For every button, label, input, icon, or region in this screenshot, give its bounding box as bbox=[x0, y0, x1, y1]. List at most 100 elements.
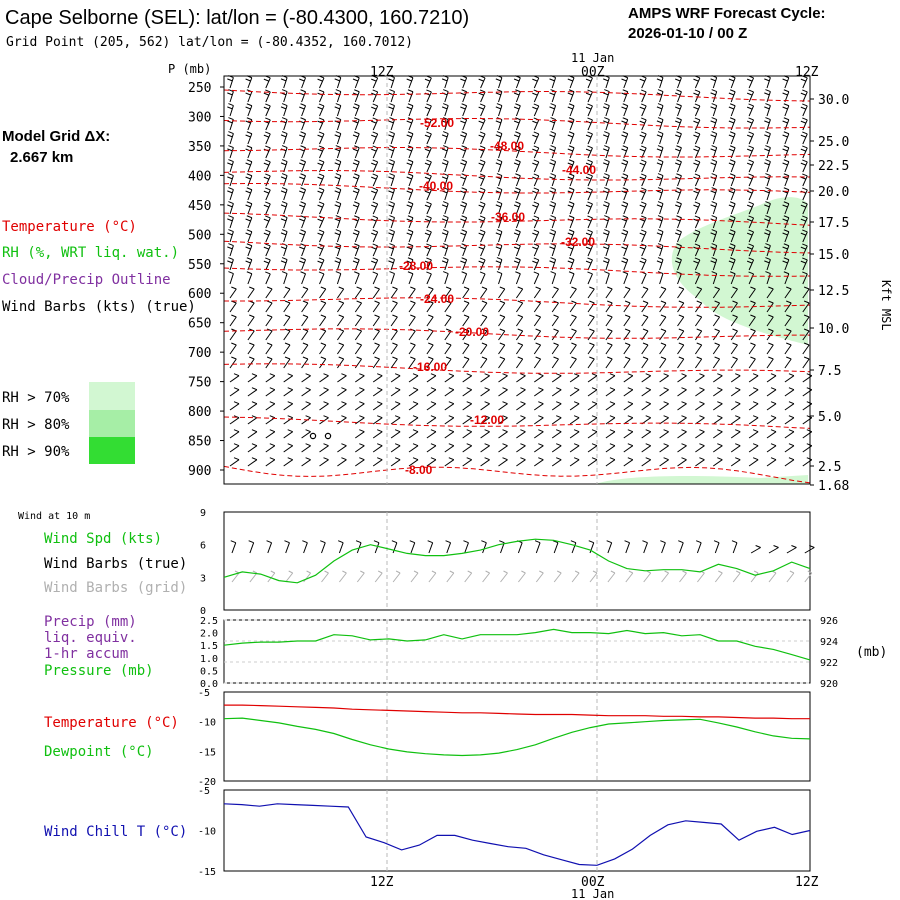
wind-barb bbox=[569, 429, 580, 439]
wind-barb bbox=[549, 173, 557, 187]
wind-barb bbox=[371, 89, 379, 103]
wind-barb bbox=[352, 187, 360, 201]
wind-barb bbox=[300, 271, 307, 285]
wind-barb bbox=[675, 117, 682, 131]
wind-barb bbox=[641, 443, 651, 453]
wind-barb bbox=[603, 215, 610, 229]
wind-barb bbox=[263, 117, 271, 131]
wind-barb bbox=[766, 356, 774, 369]
wind-barb bbox=[265, 443, 276, 453]
wind-barb bbox=[782, 229, 790, 243]
wind-barb bbox=[746, 131, 755, 145]
wind-barb bbox=[710, 103, 718, 117]
surface-wind-barb-grid bbox=[249, 570, 258, 583]
height-tick-label: 2.5 bbox=[818, 460, 841, 475]
wind-barb bbox=[677, 286, 685, 299]
wind-barb bbox=[498, 328, 506, 341]
temperature-contour bbox=[223, 328, 810, 339]
wind-barb bbox=[551, 328, 559, 341]
wind-barb bbox=[605, 429, 616, 439]
wind-barb bbox=[444, 429, 455, 439]
wind-barb bbox=[800, 103, 808, 117]
y-tick-label: 2.0 bbox=[200, 629, 218, 640]
pressure-axis-label: P (mb) bbox=[168, 62, 211, 76]
wind-barb bbox=[784, 356, 792, 369]
wind-barb bbox=[675, 75, 682, 89]
wind-barb bbox=[639, 187, 647, 201]
wind-barb bbox=[495, 89, 503, 103]
wind-barb bbox=[782, 201, 790, 215]
wind-barb bbox=[319, 356, 327, 369]
surface-wind-barb bbox=[409, 540, 416, 554]
wind-barb bbox=[444, 328, 452, 341]
wind-barb bbox=[659, 429, 669, 439]
wind-barb bbox=[748, 443, 759, 453]
height-tick-label: 30.0 bbox=[818, 93, 849, 108]
wind-barb bbox=[424, 187, 432, 201]
wind-barb bbox=[265, 271, 271, 285]
surface-wind-barb-grid bbox=[482, 570, 490, 583]
wind-barb bbox=[713, 401, 723, 411]
wind-barb bbox=[802, 271, 808, 285]
wind-barb bbox=[462, 314, 470, 327]
pressure-y-ticks: 926 924 922 920 bbox=[820, 616, 838, 690]
wind-barb bbox=[800, 215, 808, 229]
wind-barb bbox=[659, 286, 667, 299]
temperature-y-ticks: -5 -10 -15 -20 bbox=[198, 688, 216, 788]
wind-barb bbox=[460, 131, 468, 145]
wind-barb bbox=[283, 328, 291, 341]
wind-barb bbox=[765, 271, 771, 285]
wind-barb bbox=[639, 257, 647, 271]
legend-accum: 1-hr accum bbox=[44, 646, 128, 662]
wind-barb bbox=[496, 271, 503, 285]
wind-barb bbox=[551, 373, 562, 383]
wind-barb bbox=[265, 342, 273, 355]
wind-barb bbox=[229, 429, 240, 439]
wind-barb bbox=[441, 131, 449, 145]
wind-barb bbox=[317, 117, 325, 131]
wind-barb bbox=[710, 257, 718, 271]
wind-barb bbox=[280, 215, 288, 229]
wind-barb bbox=[426, 356, 434, 369]
legend-wind-barbs-true: Wind Barbs (true) bbox=[44, 556, 187, 572]
wind-panel-frame bbox=[223, 511, 811, 611]
wind-barb bbox=[713, 387, 723, 397]
wind-barb bbox=[532, 187, 540, 201]
surface-wind-barb-grid bbox=[428, 570, 437, 583]
wind-barb bbox=[746, 201, 755, 215]
wind-barb bbox=[462, 387, 472, 397]
wind-barb bbox=[283, 457, 293, 467]
y-tick-label: -5 bbox=[198, 786, 210, 797]
wind-barb bbox=[462, 457, 472, 467]
wind-barb bbox=[516, 443, 526, 453]
wind-barb bbox=[227, 131, 234, 145]
wind-barb bbox=[623, 373, 634, 383]
wind-barb bbox=[730, 457, 741, 467]
wind-barb bbox=[515, 271, 521, 285]
wind-barb bbox=[265, 300, 273, 313]
wind-barb bbox=[585, 173, 593, 187]
wind-barb bbox=[746, 229, 755, 243]
surface-wind-barb-grid bbox=[285, 570, 294, 583]
wind-barb bbox=[748, 387, 759, 397]
wind-barb bbox=[372, 356, 380, 369]
wind-barb bbox=[693, 257, 701, 271]
wind-barb bbox=[283, 356, 291, 369]
wind-barb bbox=[426, 387, 437, 397]
wind-barb bbox=[659, 387, 669, 397]
wind-barb bbox=[549, 117, 557, 131]
wind-barb bbox=[354, 300, 363, 313]
wind-barb bbox=[390, 415, 401, 425]
wind-barb bbox=[229, 356, 237, 369]
wind-barb bbox=[283, 415, 293, 425]
wind-barb bbox=[656, 229, 664, 243]
wind-barb bbox=[766, 457, 777, 467]
wind-barb bbox=[426, 373, 437, 383]
wind-barb bbox=[352, 89, 360, 103]
wind-barb bbox=[355, 443, 365, 453]
wind-barb bbox=[229, 443, 240, 453]
wind-barb bbox=[352, 103, 360, 117]
wind-barb bbox=[713, 415, 723, 425]
temperature-contour bbox=[223, 363, 811, 374]
